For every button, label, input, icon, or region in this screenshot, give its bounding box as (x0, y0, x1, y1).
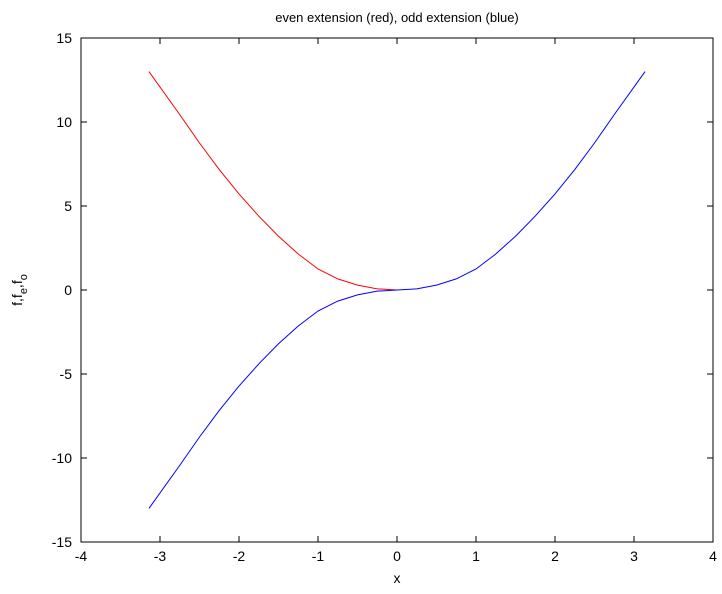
y-tick-labels: -15 -10 -5 0 5 10 15 (52, 30, 72, 550)
x-axis-label: x (394, 570, 401, 586)
y-tick-label: -5 (60, 366, 73, 382)
x-tick-labels: -4 -3 -2 -1 0 1 2 3 4 (75, 548, 717, 564)
y-axis-label: f,fe,fo (9, 274, 30, 306)
y-tick-label: 0 (64, 282, 72, 298)
y-tick-label: 15 (56, 30, 72, 46)
x-tick-label: 4 (709, 548, 717, 564)
x-tick-label: -3 (154, 548, 167, 564)
y-tick-label: -15 (52, 534, 72, 550)
plot-lines (148, 71, 646, 509)
x-tick-label: 1 (472, 548, 480, 564)
x-tick-label: 3 (630, 548, 638, 564)
chart-title: even extension (red), odd extension (blu… (275, 10, 519, 25)
series-line-1 (148, 71, 398, 291)
y-tick-label: 5 (64, 198, 72, 214)
x-tick-label: 0 (393, 548, 401, 564)
series-line-2 (148, 71, 646, 509)
y-tick-label: 10 (56, 114, 72, 130)
y-axis-label-part: f,f (9, 294, 25, 306)
x-tick-label: -1 (312, 548, 325, 564)
axes-frame (80, 37, 714, 543)
y-tick-label: -10 (52, 450, 72, 466)
x-tick-label: -2 (233, 548, 246, 564)
x-tick-label: -4 (75, 548, 88, 564)
x-tick-label: 2 (551, 548, 559, 564)
y-axis-label-subscript: o (18, 274, 30, 280)
y-axis-label-subscript: e (18, 288, 30, 294)
y-axis-label-part: ,f (9, 280, 25, 288)
